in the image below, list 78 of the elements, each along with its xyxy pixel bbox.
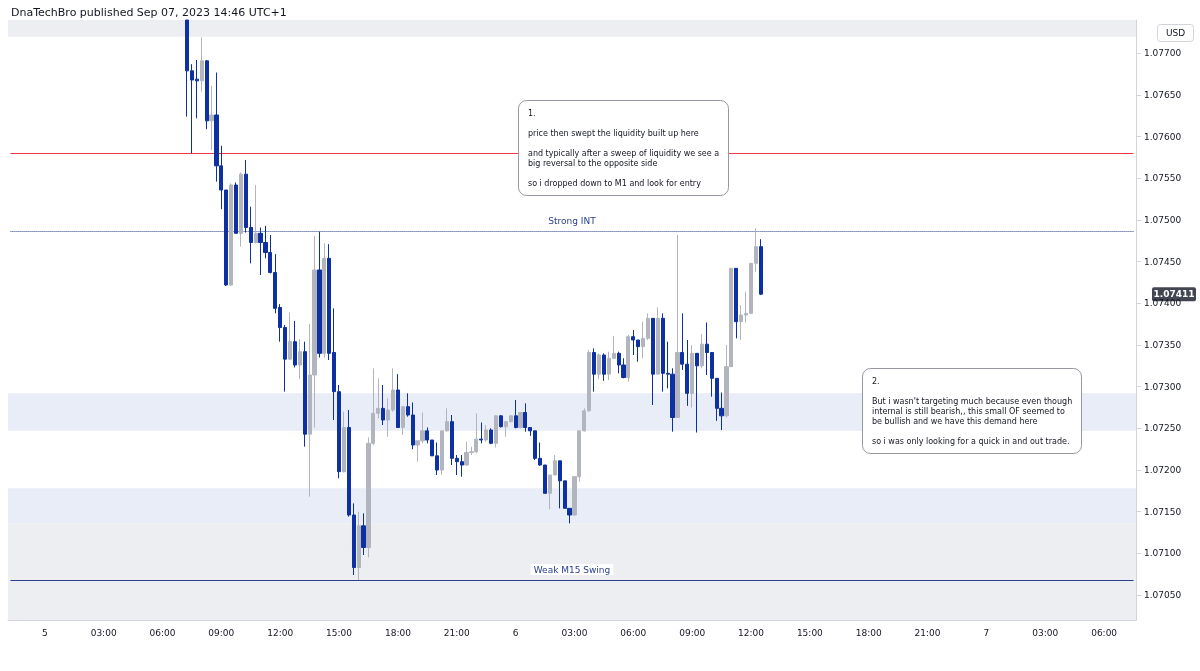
candlestick (293, 320, 297, 368)
text: 1. price then swept the liquidity built up here and typically after a sweep of liquidity we see a big reversal to the opposite side so i dropped down to M1 and look for entry (528, 108, 720, 188)
y-tick-label: 1.07700 (1144, 48, 1182, 59)
candlestick (734, 267, 738, 339)
text: 1.07411 (1153, 289, 1195, 300)
y-tick-label: 1.07100 (1144, 548, 1182, 559)
candlestick (479, 422, 483, 444)
candlestick (602, 352, 606, 382)
x-tick-label: 21:00 (443, 627, 470, 638)
candlestick (484, 424, 488, 443)
y-tick-label: 1.07600 (1144, 131, 1182, 142)
x-tick-label: 15:00 (326, 627, 353, 638)
x-tick-label: 06:00 (1091, 627, 1118, 638)
ref-line-label: Strong INT (548, 216, 597, 227)
candlestick (298, 338, 302, 380)
candlestick (489, 427, 493, 445)
x-tick-label: 6 (512, 627, 519, 638)
candlestick (322, 242, 326, 358)
candlestick (626, 334, 630, 383)
candlestick (288, 312, 292, 361)
candlestick (695, 352, 699, 433)
candlestick (229, 182, 233, 287)
x-tick-label: 15:00 (796, 627, 824, 638)
candlestick (239, 172, 243, 248)
y-tick-label: 1.07200 (1144, 465, 1182, 475)
candlestick (342, 411, 346, 473)
candlestick (700, 333, 704, 369)
candlestick (200, 37, 204, 93)
candlestick (675, 234, 680, 418)
x-tick-label: 09:00 (208, 627, 235, 638)
x-tick-label: 21:00 (914, 627, 941, 638)
candlestick (518, 412, 523, 429)
candlestick (759, 238, 763, 296)
x-tick-label: 5 (41, 627, 48, 638)
candlestick (592, 347, 596, 393)
candlestick (357, 511, 361, 581)
candlestick (494, 414, 498, 448)
x-tick-label: 06:00 (620, 627, 647, 638)
y-tick-label: 1.07550 (1144, 173, 1182, 184)
candlestick (303, 341, 307, 448)
candlestick (205, 59, 209, 130)
y-tick-label: 1.07400 (1144, 298, 1182, 309)
x-tick-label: 09:00 (679, 627, 706, 638)
x-tick-label: 18:00 (384, 627, 412, 638)
y-tick-label: 1.07300 (1144, 381, 1182, 392)
candlestick (656, 307, 660, 375)
x-tick-label: 7 (983, 627, 990, 638)
candlestick (396, 373, 400, 428)
chart-title: DnaTechBro published Sep 07, 2023 14:46 UTC+1 (11, 6, 287, 19)
x-tick-label: 12:00 (738, 627, 765, 638)
x-tick-label: 18:00 (855, 627, 882, 638)
x-tick-label: 03:00 (90, 627, 117, 638)
candlestick (690, 344, 694, 408)
x-tick-label: 03:00 (561, 627, 588, 638)
candlestick (317, 231, 322, 358)
ref-line-label: Weak M15 Swing (533, 564, 611, 575)
candlestick (401, 406, 405, 436)
candlestick (499, 414, 503, 428)
candlestick (597, 352, 601, 380)
y-tick-label: 1.07350 (1144, 340, 1182, 350)
y-tick-label: 1.07050 (1144, 590, 1182, 600)
y-tick-label: 1.07450 (1144, 256, 1182, 267)
text: 2. But i wasn't targeting much because even though internal is still bearish,, this small OF seemed to be bullish and we have this demand here so i was only looking for a quick in and out trade. (872, 376, 1073, 446)
candlestick (234, 182, 238, 234)
candlestick (254, 184, 258, 244)
candlestick (514, 399, 518, 429)
x-tick-label: 03:00 (1032, 627, 1059, 638)
x-tick-label: 12:00 (267, 627, 294, 638)
x-tick-label: 06:00 (149, 627, 176, 638)
candlestick (209, 85, 214, 151)
candlestick (651, 317, 655, 406)
text: USD (1165, 28, 1186, 38)
y-tick-label: 1.07500 (1144, 215, 1182, 225)
y-tick-label: 1.07150 (1144, 506, 1182, 517)
candlestick (361, 512, 366, 556)
y-tick-label: 1.07650 (1144, 90, 1182, 100)
candlestick (381, 384, 385, 426)
y-tick-label: 1.07250 (1144, 423, 1182, 434)
